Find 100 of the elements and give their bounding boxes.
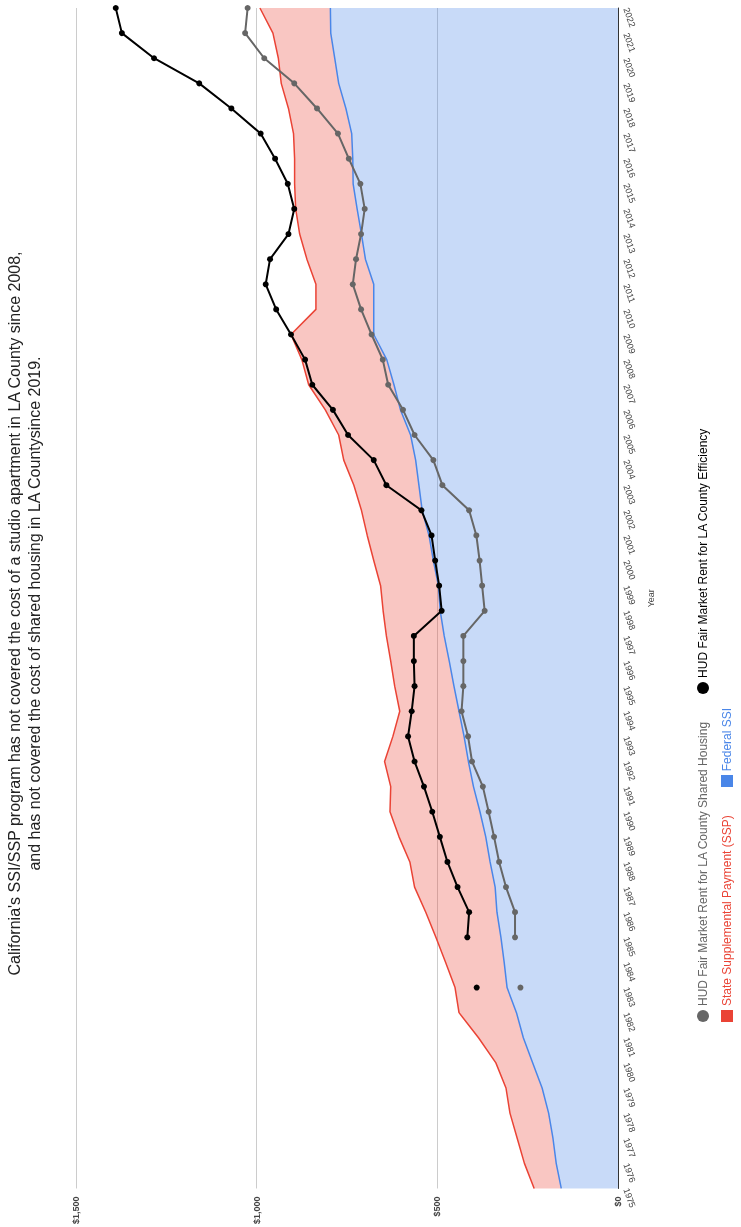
- y-tick-label: 1979: [621, 1086, 638, 1109]
- y-tick-label: 1995: [621, 684, 638, 707]
- point: [370, 457, 377, 464]
- y-tick-label: 1997: [621, 634, 638, 657]
- point: [309, 381, 316, 388]
- y-tick-label: 2014: [621, 207, 638, 230]
- y-tick-label: 2009: [621, 332, 638, 356]
- y-tick-label: 1994: [621, 709, 638, 732]
- point: [257, 130, 264, 137]
- point: [430, 457, 437, 464]
- point: [112, 5, 119, 11]
- y-tick-label: 1975: [621, 1186, 638, 1210]
- point: [267, 256, 274, 263]
- y-tick-label: 2016: [621, 156, 638, 180]
- point: [400, 406, 407, 413]
- point: [479, 783, 486, 790]
- y-tick-label: 1991: [621, 784, 638, 808]
- x-tick-label: $1,000: [251, 1196, 262, 1224]
- point: [411, 683, 418, 690]
- point: [151, 55, 158, 62]
- y-tick-label: 2013: [621, 232, 638, 255]
- point: [196, 80, 203, 87]
- point: [357, 180, 364, 187]
- y-tick-label: 1992: [621, 759, 638, 783]
- y-tick-label: 1988: [621, 860, 638, 883]
- point: [476, 557, 483, 564]
- point: [479, 582, 486, 589]
- point: [429, 808, 436, 815]
- y-tick-label: 1980: [621, 1061, 638, 1084]
- y-tick-label: 2004: [621, 458, 638, 481]
- point: [291, 80, 298, 87]
- point: [460, 632, 467, 639]
- y-tick-label: 2015: [621, 182, 638, 205]
- y-tick-label: 1999: [621, 583, 638, 607]
- y-tick-label: 1982: [621, 1010, 638, 1034]
- point: [261, 55, 268, 62]
- point: [485, 808, 492, 815]
- point: [345, 155, 352, 162]
- y-tick-label: 1984: [621, 960, 638, 983]
- y-tick-label: 2002: [621, 508, 638, 531]
- y-tick-label: 2019: [621, 81, 638, 104]
- point: [466, 909, 473, 916]
- text: State Supplemental Payment (SSP): [719, 815, 735, 1006]
- point: [517, 984, 524, 991]
- point: [358, 231, 365, 238]
- y-tick-label: 2003: [621, 483, 638, 506]
- point: [314, 105, 321, 112]
- text: HUD Fair Market Rent for LA County Efficiency: [695, 428, 711, 678]
- y-tick-label: 1989: [621, 835, 638, 858]
- point: [118, 30, 125, 37]
- point: [460, 658, 467, 665]
- y-tick-label: 2010: [621, 307, 638, 330]
- point: [284, 180, 291, 187]
- point: [411, 431, 418, 438]
- y-tick-label: 1998: [621, 609, 638, 632]
- point: [439, 482, 446, 489]
- y-tick-label: 1985: [621, 935, 638, 958]
- y-tick-label: 1986: [621, 910, 638, 933]
- point: [428, 532, 435, 539]
- y-tick-label: 2012: [621, 257, 638, 280]
- point: [464, 934, 471, 941]
- point: [379, 356, 386, 363]
- point: [438, 607, 445, 614]
- text: California's SSI/SSP program has not covered the cost of a studio apartment in LA County since 2008, and has not covered the cost of shared housing in LA Countysince 2019.: [5, 251, 43, 976]
- y-tick-label: 1990: [621, 810, 638, 833]
- point: [302, 356, 309, 363]
- point: [466, 507, 473, 514]
- point: [410, 658, 417, 665]
- point: [420, 783, 427, 790]
- point: [418, 507, 425, 514]
- point: [454, 884, 461, 891]
- point: [410, 632, 417, 639]
- point: [458, 708, 465, 715]
- y-tick-label: 2005: [621, 433, 638, 456]
- x-tick-label: $500: [432, 1196, 443, 1217]
- point: [358, 306, 365, 313]
- y-tick-label: 2021: [621, 31, 638, 54]
- point: [288, 331, 294, 338]
- y-tick-label: 1993: [621, 734, 638, 757]
- point: [473, 532, 480, 539]
- point: [436, 833, 443, 840]
- point: [353, 256, 360, 263]
- point: [411, 758, 418, 765]
- point: [460, 683, 467, 690]
- point: [496, 858, 503, 865]
- y-tick-label: 1981: [621, 1036, 638, 1059]
- point: [329, 406, 336, 413]
- point: [512, 909, 519, 916]
- y-tick-label: 2000: [621, 558, 638, 582]
- y-tick-label: 2008: [621, 357, 638, 381]
- point: [502, 884, 509, 891]
- point: [244, 5, 251, 11]
- point: [228, 105, 235, 112]
- y-axis-title: Year: [645, 589, 656, 608]
- point: [436, 582, 443, 589]
- point: [408, 708, 415, 715]
- point: [291, 205, 298, 212]
- point: [444, 858, 451, 865]
- point: [469, 758, 476, 765]
- point: [273, 306, 280, 313]
